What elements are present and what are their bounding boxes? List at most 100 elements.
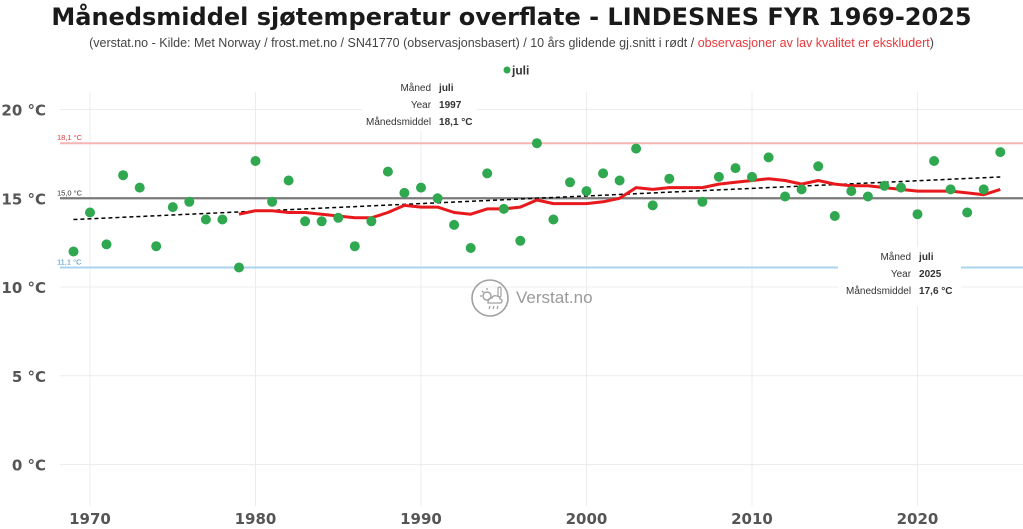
data-point — [780, 191, 791, 202]
ref-label-max: 18,1 °C — [57, 133, 83, 142]
data-point — [763, 152, 774, 163]
tooltip-key: Year — [890, 269, 912, 280]
tooltip-value: 17,6 °C — [919, 286, 953, 297]
tooltip-value: 18,1 °C — [439, 117, 473, 128]
data-point — [531, 138, 542, 149]
data-point — [879, 180, 890, 191]
data-point — [366, 216, 377, 227]
tooltip-key: Year — [410, 100, 432, 111]
data-point — [200, 214, 211, 225]
watermark-text: Verstat.no — [516, 288, 593, 307]
y-axis-ticks: 0 °C 5 °C 10 °C 15 °C 20 °C — [1, 102, 46, 475]
x-axis-ticks: 1970 1980 1990 2000 2010 2020 — [69, 510, 938, 528]
chart-title: Månedsmiddel sjøtemperatur overflate - L… — [51, 3, 972, 31]
data-point — [614, 175, 625, 186]
data-point — [101, 239, 112, 250]
data-point — [647, 200, 658, 211]
ref-label-mean: 15,0 °C — [57, 188, 83, 197]
legend-label: juli — [511, 64, 529, 78]
data-point — [482, 168, 493, 179]
tooltip-2025: Måned juli Year 2025 Månedsmiddel 17,6 °C — [838, 247, 961, 306]
tooltip-value: 2025 — [919, 269, 942, 280]
data-point — [416, 182, 426, 193]
data-point — [697, 196, 708, 207]
data-point — [945, 184, 956, 195]
tooltip-key: Måned — [880, 252, 912, 263]
ref-label-min: 11,1 °C — [57, 257, 82, 266]
data-point — [465, 243, 476, 253]
data-point — [598, 168, 609, 179]
data-point — [829, 211, 840, 221]
tooltip-value: 1997 — [439, 100, 462, 111]
moving-average-group — [238, 177, 1001, 220]
data-point — [896, 182, 906, 193]
data-point — [267, 196, 278, 207]
tooltip-1997: Måned juli Year 1997 Månedsmiddel 18,1 °C — [362, 80, 477, 131]
data-point — [796, 184, 807, 195]
chart-subtitle: (verstat.no - Kilde: Met Norway / frost.… — [0, 36, 1023, 50]
data-point — [184, 196, 195, 207]
y-tick-label: 0 °C — [12, 457, 46, 475]
data-point — [713, 171, 724, 182]
x-tick-label: 1990 — [400, 510, 442, 528]
x-tick-label: 2010 — [731, 510, 773, 528]
tooltip-value: juli — [919, 252, 934, 263]
data-point — [747, 171, 757, 182]
data-point — [234, 262, 244, 273]
x-tick-label: 2000 — [566, 510, 608, 528]
data-point — [382, 166, 393, 177]
subtitle-end: ) — [929, 36, 934, 50]
data-point — [85, 207, 95, 218]
data-point — [962, 207, 973, 218]
subtitle-warning: observasjoner av lav kvalitet er eksklud… — [697, 36, 930, 50]
data-point — [631, 143, 642, 154]
data-points — [68, 138, 1006, 273]
data-point — [498, 203, 509, 214]
moving-average-line — [238, 177, 1001, 220]
y-tick-label: 20 °C — [1, 102, 46, 120]
data-point — [565, 177, 575, 188]
tooltip-key: Månedsmiddel — [366, 117, 432, 128]
data-point — [929, 156, 940, 166]
data-point — [151, 241, 162, 252]
y-tick-label: 15 °C — [1, 190, 46, 208]
watermark: Verstat.no — [470, 278, 593, 318]
y-tick-label: 10 °C — [1, 279, 46, 297]
x-tick-label: 1970 — [69, 510, 111, 528]
data-point — [300, 216, 311, 227]
tooltip-value: juli — [439, 83, 454, 94]
data-point — [995, 147, 1006, 158]
weather-station-icon — [471, 279, 509, 317]
data-point — [846, 186, 857, 197]
tooltip-key: Måned — [400, 83, 432, 94]
tooltip-key: Månedsmiddel — [846, 286, 912, 297]
data-point — [548, 214, 559, 225]
data-point — [167, 202, 178, 213]
data-point — [912, 209, 923, 220]
data-point — [449, 219, 460, 230]
data-point — [978, 184, 989, 195]
data-point — [399, 187, 410, 198]
data-point — [664, 173, 675, 184]
data-point — [515, 235, 526, 246]
data-point — [333, 212, 344, 223]
data-point — [134, 182, 145, 193]
subtitle-source: (verstat.no - Kilde: Met Norway / frost.… — [89, 36, 695, 50]
legend[interactable]: juli — [503, 64, 530, 78]
data-point — [316, 216, 327, 227]
data-point — [813, 161, 824, 172]
data-point — [730, 163, 741, 174]
legend-marker — [503, 66, 511, 74]
data-point — [862, 191, 873, 202]
data-point — [581, 186, 592, 197]
data-point — [283, 175, 294, 186]
data-point — [250, 156, 261, 166]
x-tick-label: 1980 — [235, 510, 277, 528]
data-point — [349, 241, 360, 252]
x-tick-label: 2020 — [897, 510, 939, 528]
y-tick-label: 5 °C — [12, 368, 46, 386]
data-point — [432, 193, 443, 204]
data-point — [68, 246, 79, 257]
data-point — [118, 170, 129, 181]
